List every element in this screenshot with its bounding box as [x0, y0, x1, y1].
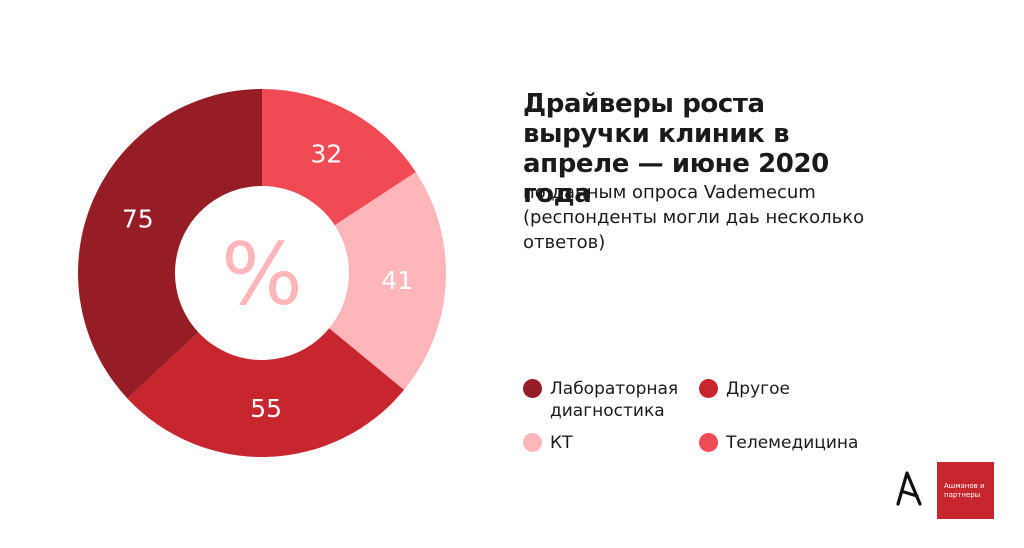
logo-mark-icon — [896, 471, 922, 506]
company-logo: Ашманов и партнеры — [937, 462, 994, 519]
legend-item-ct: КТ — [523, 432, 572, 454]
slice-value-label: 32 — [310, 139, 342, 168]
legend-swatch-lab — [523, 379, 542, 398]
legend-label-tele: Телемедицина — [726, 433, 859, 453]
legend-label-other: Другое — [726, 379, 790, 399]
donut-slice — [329, 172, 446, 390]
donut-slice — [77, 88, 262, 399]
legend-swatch-ct — [523, 433, 542, 452]
chart-subtitle: по данным опроса Vademecum (респонденты … — [523, 182, 865, 253]
donut-slice — [262, 89, 416, 226]
chart-title: Драйверы роста выручки клиник в апреле —… — [523, 89, 829, 209]
legend-item-other: Другое — [699, 378, 790, 400]
legend-label-ct: КТ — [550, 433, 573, 453]
legend-label-lab: Лабораторная диагностика — [550, 379, 679, 421]
legend-item-lab: Лабораторная диагностика — [523, 378, 683, 422]
legend-swatch-other — [699, 379, 718, 398]
slice-value-label: 55 — [250, 394, 282, 423]
slice-value-label: 41 — [381, 266, 413, 295]
legend-item-tele: Телемедицина — [699, 432, 858, 454]
donut-chart: 32 41 55 75% — [77, 88, 446, 457]
percent-symbol: % — [221, 225, 303, 325]
legend-swatch-tele — [699, 433, 718, 452]
donut-slice — [127, 328, 405, 457]
slice-value-label: 75 — [122, 204, 154, 233]
